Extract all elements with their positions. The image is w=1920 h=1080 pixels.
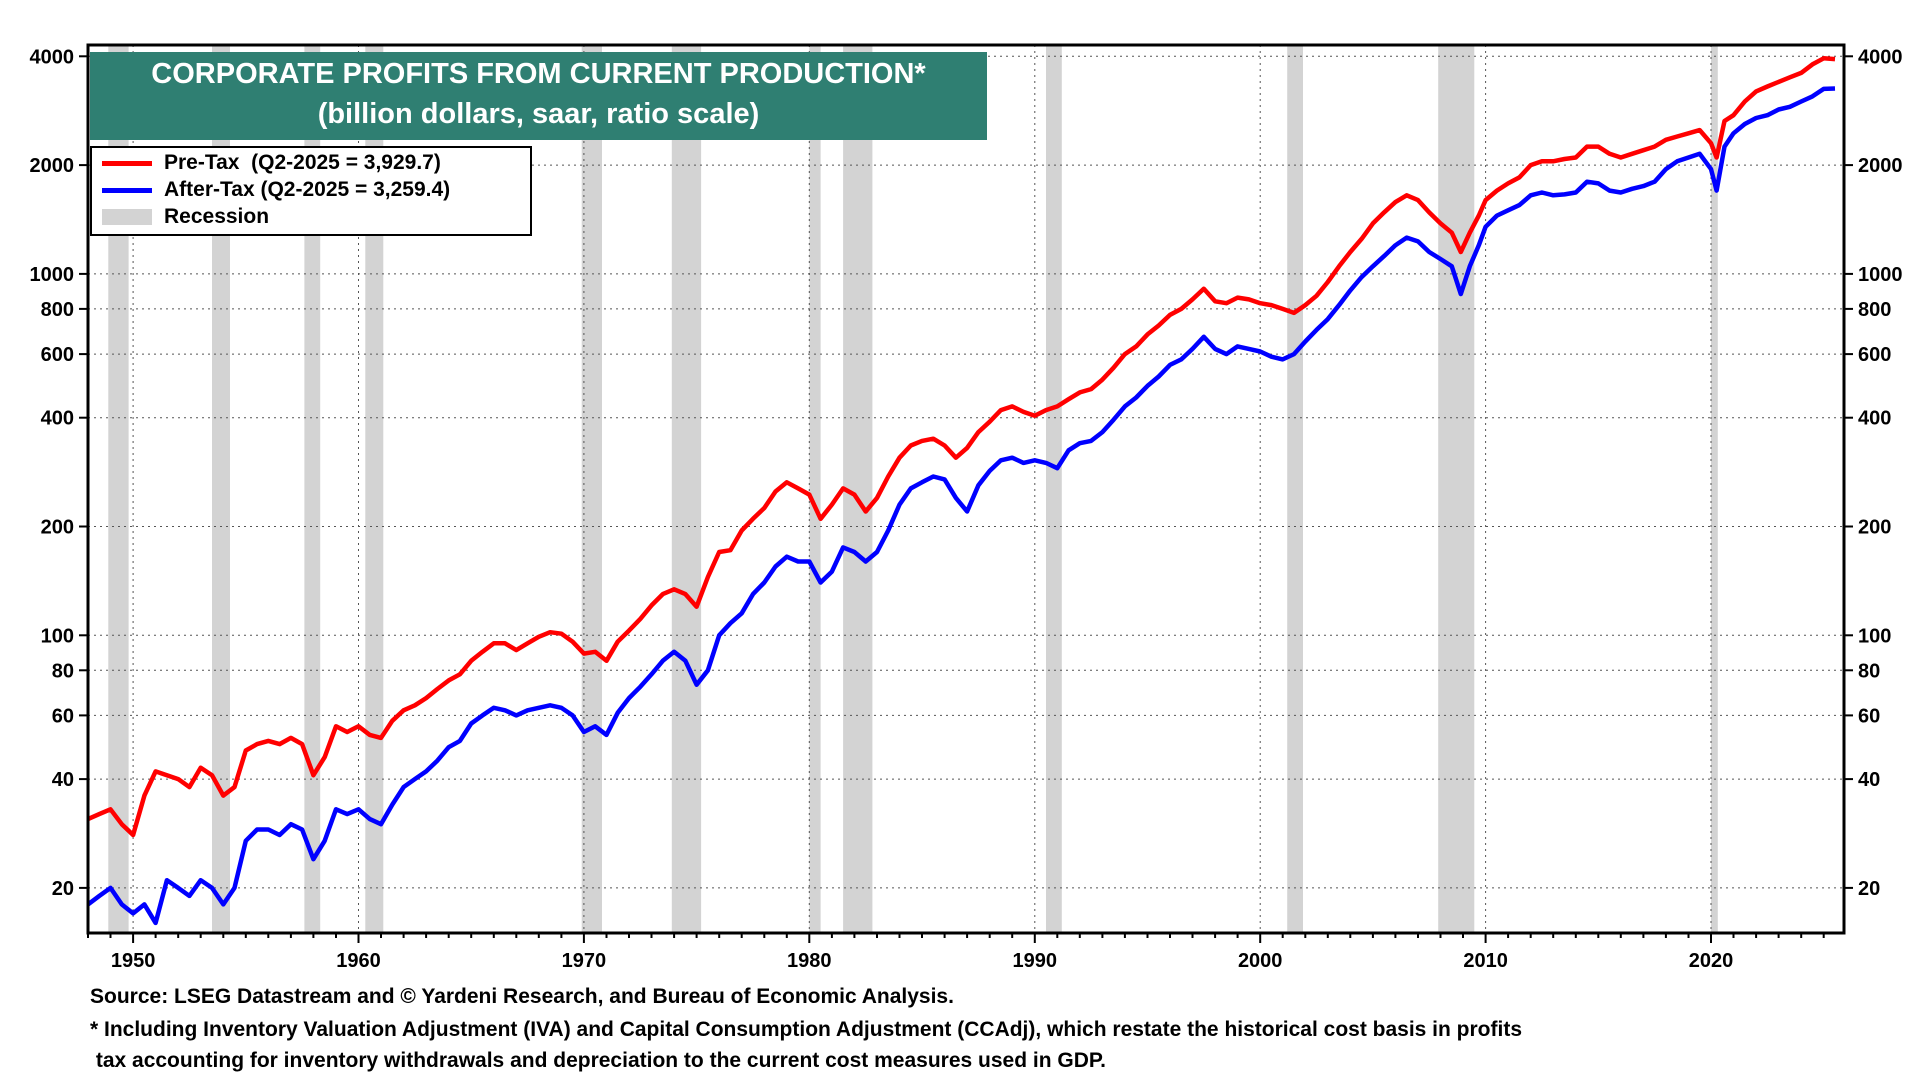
legend-item-pre-tax: Pre-Tax (Q2-2025 = 3,929.7) [92, 150, 530, 176]
legend-item-after-tax: After-Tax (Q2-2025 = 3,259.4) [92, 177, 530, 203]
chart-subtitle: (billion dollars, saar, ratio scale) [317, 98, 760, 130]
y-tick-label-left-100: 100 [41, 625, 74, 647]
y-tick-label-left-80: 80 [52, 660, 74, 682]
y-tick-label-left-400: 400 [41, 408, 74, 430]
series-line-pre-tax [87, 56, 1836, 838]
recession-band-2 [304, 45, 321, 933]
legend-swatch-after-tax [102, 188, 152, 193]
recession-bands [108, 45, 1718, 933]
legend-swatch-pre-tax [102, 161, 152, 166]
y-tick-label-right-100: 100 [1858, 625, 1891, 647]
recession-band-8 [1046, 45, 1062, 933]
y-tick-label-left-800: 800 [41, 299, 74, 321]
x-axis: 1950 1960 1970 1980 1990 2000 2010 2020 [87, 933, 1825, 972]
recession-band-0 [108, 45, 129, 933]
recession-band-4 [581, 45, 602, 933]
legend-label-recession: Recession [164, 205, 270, 228]
recession-band-3 [365, 45, 384, 933]
y-tick-label-right-800: 800 [1858, 299, 1891, 321]
recession-band-9 [1287, 45, 1303, 933]
footnote-line-2: tax accounting for inventory withdrawals… [90, 1049, 1107, 1072]
recession-band-6 [809, 45, 821, 933]
y-tick-label-left-20: 20 [52, 878, 74, 900]
y-axis-left: 20 40 60 80 100 200 400 600 800 1000 2000 4000 [30, 46, 88, 900]
legend-label-pre-tax: Pre-Tax (Q2-2025 = 3,929.7) [164, 151, 441, 174]
legend-label-after-tax: After-Tax (Q2-2025 = 3,259.4) [164, 178, 451, 201]
y-tick-label-left-2000: 2000 [30, 155, 75, 177]
y-tick-label-right-1000: 1000 [1858, 264, 1903, 286]
footnote-line-1: * Including Inventory Valuation Adjustme… [90, 1018, 1523, 1041]
chart-title: CORPORATE PROFITS FROM CURRENT PRODUCTIO… [151, 58, 926, 90]
y-tick-label-left-40: 40 [52, 769, 74, 791]
x-tick-label-2000: 2000 [1238, 950, 1283, 972]
x-tick-label-1980: 1980 [787, 950, 832, 972]
recession-band-1 [212, 45, 230, 933]
y-tick-label-left-200: 200 [41, 517, 74, 539]
gridlines [88, 45, 1844, 933]
y-tick-label-left-600: 600 [41, 344, 74, 366]
y-axis-right: 20 40 60 80 100 200 400 600 800 1000 2000 4000 [1844, 46, 1903, 900]
y-tick-label-right-2000: 2000 [1858, 155, 1903, 177]
x-tick-label-1990: 1990 [1013, 950, 1058, 972]
legend-item-recession: Recession [92, 204, 530, 230]
legend: Pre-Tax (Q2-2025 = 3,929.7) After-Tax (Q… [90, 146, 532, 236]
x-tick-label-2020: 2020 [1689, 950, 1734, 972]
chart-title-box: CORPORATE PROFITS FROM CURRENT PRODUCTIO… [90, 52, 987, 140]
x-tick-label-1970: 1970 [562, 950, 607, 972]
y-tick-label-right-200: 200 [1858, 517, 1891, 539]
plot-frame [86, 43, 1846, 935]
x-tick-label-2010: 2010 [1463, 950, 1508, 972]
series-line-after-tax [86, 86, 1836, 926]
y-tick-label-right-600: 600 [1858, 344, 1891, 366]
y-tick-label-right-4000: 4000 [1858, 46, 1903, 68]
x-tick-label-1960: 1960 [336, 950, 381, 972]
legend-swatch-recession [102, 209, 152, 225]
y-tick-label-left-1000: 1000 [30, 264, 75, 286]
y-tick-label-right-400: 400 [1858, 408, 1891, 430]
recession-band-10 [1438, 45, 1475, 933]
y-tick-label-right-20: 20 [1858, 878, 1880, 900]
recession-band-11 [1711, 45, 1718, 933]
y-tick-label-left-4000: 4000 [30, 46, 75, 68]
x-tick-label-1950: 1950 [111, 950, 156, 972]
y-tick-label-right-60: 60 [1858, 705, 1880, 727]
source-note: Source: LSEG Datastream and © Yardeni Re… [90, 985, 954, 1008]
series-lines [86, 56, 1836, 926]
y-tick-label-right-80: 80 [1858, 660, 1880, 682]
y-tick-label-right-40: 40 [1858, 769, 1880, 791]
recession-band-5 [671, 45, 702, 933]
y-tick-label-left-60: 60 [52, 705, 74, 727]
